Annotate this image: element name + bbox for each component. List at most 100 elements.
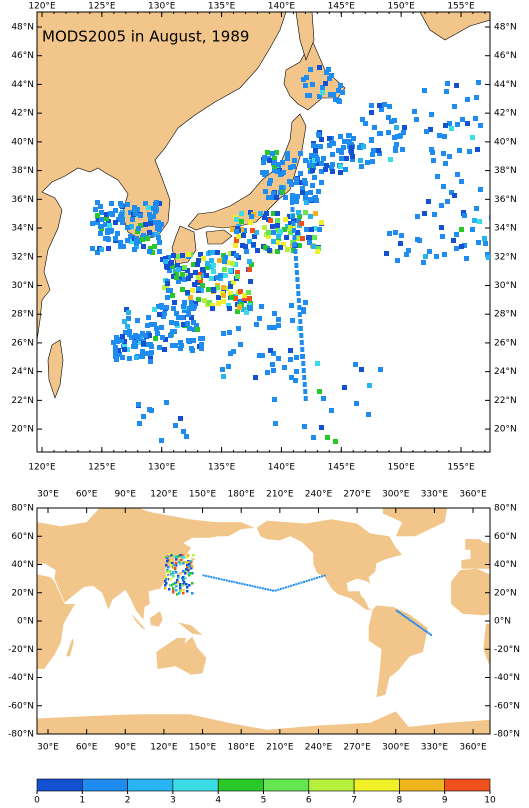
obs-cell bbox=[272, 311, 277, 316]
obs-cell bbox=[291, 224, 296, 229]
obs-cell bbox=[189, 300, 194, 305]
obs-cell bbox=[200, 336, 205, 341]
obs-cell bbox=[243, 583, 246, 586]
lon-label: 140°E bbox=[268, 2, 296, 12]
obs-cell bbox=[303, 191, 308, 196]
obs-cell bbox=[156, 235, 161, 240]
obs-cell bbox=[126, 310, 131, 315]
obs-cell bbox=[271, 211, 276, 216]
obs-cell bbox=[169, 560, 172, 563]
obs-cell bbox=[300, 236, 305, 241]
obs-cell bbox=[141, 341, 146, 346]
obs-cell bbox=[252, 234, 257, 239]
lon-label: 120°E bbox=[150, 743, 178, 753]
obs-cell bbox=[285, 156, 290, 161]
obs-cell bbox=[300, 581, 303, 584]
obs-cell bbox=[155, 331, 160, 336]
obs-cell bbox=[233, 296, 238, 301]
colorbar-label: 5 bbox=[261, 796, 267, 806]
map-frame bbox=[36, 11, 491, 453]
obs-cell bbox=[226, 364, 231, 369]
obs-cell bbox=[402, 614, 405, 617]
obs-cell bbox=[274, 195, 279, 200]
obs-cell bbox=[445, 81, 450, 86]
obs-cell bbox=[133, 211, 138, 216]
obs-cell bbox=[143, 201, 148, 206]
obs-cell bbox=[234, 253, 239, 258]
obs-cell bbox=[196, 258, 201, 263]
obs-cell bbox=[298, 319, 303, 324]
obs-cell bbox=[191, 592, 194, 595]
obs-cell bbox=[264, 170, 269, 175]
obs-cell bbox=[327, 143, 332, 148]
obs-cell bbox=[175, 585, 178, 588]
obs-cell bbox=[259, 304, 264, 309]
obs-cell bbox=[330, 152, 335, 157]
lon-label: 270°E bbox=[343, 490, 371, 500]
obs-cell bbox=[176, 267, 181, 272]
obs-cell bbox=[178, 416, 183, 421]
obs-cell bbox=[279, 587, 282, 590]
obs-cell bbox=[478, 187, 483, 192]
obs-cell bbox=[293, 249, 298, 254]
obs-cell bbox=[199, 346, 204, 351]
obs-cell bbox=[244, 310, 249, 315]
obs-cell bbox=[247, 259, 252, 264]
obs-cell bbox=[254, 585, 257, 588]
obs-cell bbox=[312, 235, 317, 240]
obs-cell bbox=[288, 221, 293, 226]
obs-cell bbox=[327, 76, 332, 81]
obs-cell bbox=[361, 144, 366, 149]
obs-cell bbox=[193, 270, 198, 275]
obs-cell bbox=[303, 210, 308, 215]
obs-cell bbox=[181, 429, 186, 434]
obs-cell bbox=[169, 570, 172, 573]
obs-cell bbox=[152, 322, 157, 327]
lat-label: 26°N bbox=[11, 338, 34, 348]
obs-cell bbox=[263, 189, 268, 194]
obs-cell bbox=[454, 232, 459, 237]
obs-cell bbox=[186, 312, 191, 317]
obs-cell bbox=[290, 584, 293, 587]
obs-cell bbox=[186, 566, 189, 569]
obs-cell bbox=[291, 164, 296, 169]
obs-cell bbox=[454, 83, 459, 88]
obs-cell bbox=[168, 588, 171, 591]
obs-cell bbox=[172, 300, 177, 305]
obs-cell bbox=[382, 102, 387, 107]
obs-cell bbox=[369, 138, 374, 143]
lon-label: 270°E bbox=[343, 743, 371, 753]
obs-cell bbox=[207, 575, 210, 578]
obs-cell bbox=[98, 204, 103, 209]
obs-cell bbox=[171, 562, 174, 565]
obs-cell bbox=[427, 249, 432, 254]
lat-label: 38°N bbox=[11, 166, 34, 176]
obs-cell bbox=[308, 197, 313, 202]
obs-cell bbox=[260, 353, 265, 358]
obs-cell bbox=[162, 311, 167, 316]
obs-cell bbox=[371, 148, 376, 153]
obs-cell bbox=[464, 256, 469, 261]
obs-cell bbox=[307, 163, 312, 168]
obs-cell bbox=[435, 174, 440, 179]
obs-cell bbox=[315, 576, 318, 579]
continent bbox=[37, 508, 255, 620]
obs-cell bbox=[95, 200, 100, 205]
obs-cell bbox=[166, 557, 169, 560]
obs-cell bbox=[465, 97, 470, 102]
obs-cell bbox=[231, 349, 236, 354]
obs-cell bbox=[310, 183, 315, 188]
obs-cell bbox=[308, 67, 313, 72]
obs-cell bbox=[174, 275, 179, 280]
lon-label: 155°E bbox=[447, 463, 475, 473]
lat-label: 42°N bbox=[494, 109, 517, 119]
obs-cell bbox=[117, 352, 122, 357]
obs-cell bbox=[276, 356, 281, 361]
lon-label: 300°E bbox=[382, 490, 410, 500]
obs-cell bbox=[189, 303, 194, 308]
obs-cell bbox=[176, 579, 179, 582]
obs-cell bbox=[291, 228, 296, 233]
obs-cell bbox=[276, 234, 281, 239]
obs-cell bbox=[114, 357, 119, 362]
obs-cell bbox=[231, 251, 236, 256]
